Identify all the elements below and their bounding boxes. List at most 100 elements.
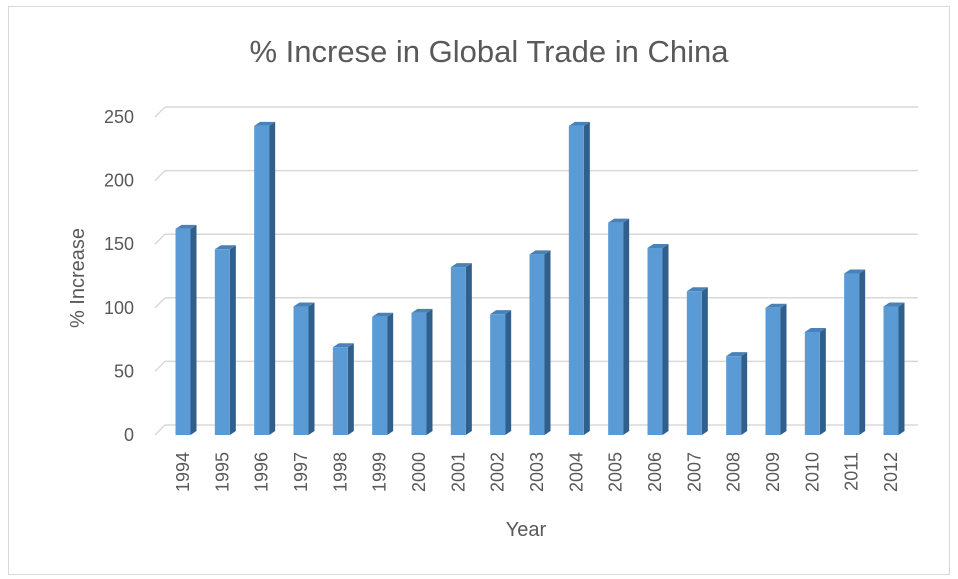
bar-top (254, 121, 276, 126)
y-axis-title: % Increase (67, 228, 89, 328)
x-tick-label: 2007 (684, 452, 704, 492)
y-tick-label: 0 (124, 425, 134, 445)
x-tick-label: 2009 (763, 452, 783, 492)
bar-top (411, 308, 433, 313)
y-tick-labels: 0 50 100 150 200 250 (104, 107, 134, 445)
bar-side (898, 302, 905, 435)
bar (293, 302, 315, 435)
bar-side (347, 343, 354, 435)
bar-front (175, 228, 191, 435)
bar-side (465, 263, 472, 435)
bar-top (765, 303, 787, 308)
bar-front (568, 125, 584, 436)
bar-side (505, 310, 512, 435)
bar-side (269, 121, 276, 436)
y-tick-label: 150 (104, 234, 134, 254)
bar-top (450, 263, 472, 268)
bar-top (332, 343, 354, 348)
bar-front (647, 248, 663, 435)
bar-side (544, 250, 551, 435)
bar (450, 263, 472, 435)
x-tick-label: 2003 (527, 452, 547, 492)
y-tick-label: 100 (104, 298, 134, 318)
bar-side (623, 218, 630, 435)
chart-frame (8, 6, 950, 575)
x-tick-label: 2002 (488, 452, 508, 492)
bar-top (568, 121, 590, 126)
x-tick-label: 2000 (409, 452, 429, 492)
x-tick-label: 2004 (566, 452, 586, 492)
bar (214, 245, 236, 435)
x-axis-title: Year (506, 519, 547, 541)
bar-front (883, 306, 899, 435)
bar-front (332, 347, 348, 435)
bar-top (686, 287, 708, 292)
bar (647, 244, 669, 435)
bar-front (450, 267, 466, 435)
bar-top (844, 269, 866, 274)
bar-top (883, 302, 905, 307)
x-tick-label: 2012 (881, 452, 901, 492)
bar-top (293, 302, 315, 307)
bar-side (780, 303, 787, 435)
bar-front (726, 356, 742, 435)
bar-front (608, 222, 624, 435)
gridline-connector (154, 360, 166, 372)
bar-top (372, 312, 394, 317)
x-tick-label: 1995 (212, 452, 232, 492)
x-tick-label: 2008 (724, 452, 744, 492)
x-tick-label: 2005 (606, 452, 626, 492)
gridline-connector (154, 106, 166, 118)
bar-front (490, 314, 506, 435)
bar-front (214, 249, 230, 435)
x-tick-label: 1994 (173, 452, 193, 492)
bar-side (308, 302, 315, 435)
gridline-connector (154, 297, 166, 309)
x-tick-label: 2011 (842, 452, 862, 491)
bar-top (608, 218, 630, 223)
bar (883, 302, 905, 435)
bar-side (859, 269, 866, 435)
bar (844, 269, 866, 435)
bar (608, 218, 630, 435)
chart-title: % Increse in Global Trade in China (249, 34, 729, 69)
bar-side (583, 121, 590, 436)
bar-side (190, 224, 197, 435)
bar-top (214, 245, 236, 250)
bar-side (819, 327, 826, 435)
bar-side (229, 245, 236, 435)
bar (372, 312, 394, 435)
bar-front (529, 254, 545, 435)
x-tick-label: 1999 (370, 452, 390, 492)
gridline-connector (154, 233, 166, 245)
bar (490, 310, 512, 435)
bar-top (647, 244, 669, 249)
y-tick-label: 50 (114, 361, 134, 381)
x-tick-label: 2006 (645, 452, 665, 492)
bar-side (741, 352, 748, 435)
x-tick-label: 1998 (330, 452, 350, 492)
x-tick-labels: 1994 1995 1996 1997 1998 1999 2000 2001 2002 2003… (173, 452, 901, 492)
bar (804, 327, 826, 435)
y-tick-label: 250 (104, 107, 134, 127)
bar-front (254, 125, 270, 436)
bar-top (175, 224, 197, 229)
bar (568, 121, 590, 436)
bars (175, 121, 905, 436)
bar (411, 308, 433, 435)
bar-front (293, 306, 309, 435)
bar-front (765, 307, 781, 435)
bar-front (844, 273, 860, 435)
bar (726, 352, 748, 435)
bar (765, 303, 787, 435)
bar-top (529, 250, 551, 255)
x-tick-label: 2001 (448, 452, 468, 492)
x-tick-label: 1996 (252, 452, 272, 492)
gridline-connector (154, 424, 166, 436)
bar-side (662, 244, 669, 435)
bar-top (804, 327, 826, 332)
x-tick-label: 2010 (802, 452, 822, 492)
bar-front (411, 312, 427, 435)
bar-side (387, 312, 394, 435)
